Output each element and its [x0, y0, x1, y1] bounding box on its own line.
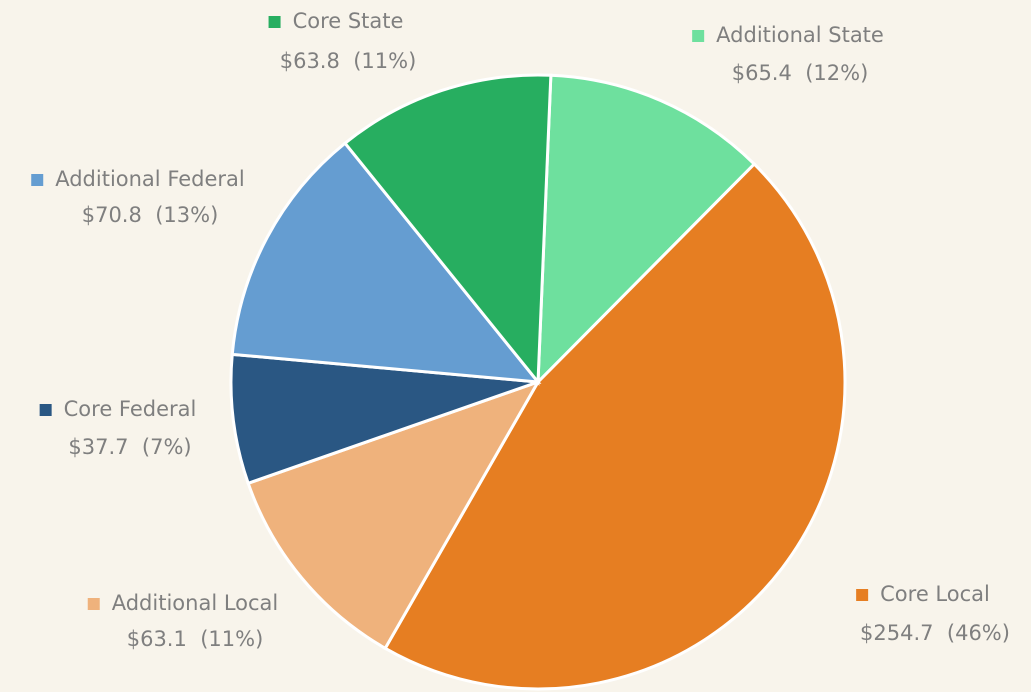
slice-label: Core State	[293, 9, 404, 33]
value-label: $70.8	[82, 203, 142, 227]
slice-value-label: $65.4 (12%)	[732, 61, 869, 85]
value-label: $63.8	[280, 49, 340, 73]
value-label: $254.7	[860, 621, 933, 645]
pie-slice	[230, 141, 542, 384]
pie-slice	[342, 73, 553, 387]
pie-slice	[383, 161, 847, 691]
slice-label: Additional Federal	[55, 167, 245, 191]
pie-slice	[229, 352, 539, 486]
slice-value-label: $254.7 (46%)	[860, 621, 1010, 645]
pie-slice	[246, 379, 542, 651]
value-label: $63.1	[127, 627, 187, 651]
percent-label: (46%)	[947, 621, 1010, 645]
legend-marker	[856, 589, 869, 601]
pie-slice	[536, 73, 757, 386]
spacer	[340, 49, 353, 73]
legend-marker	[87, 598, 100, 610]
legend-marker	[692, 30, 705, 42]
legend-marker	[268, 16, 281, 28]
legend-marker	[31, 174, 44, 186]
value-label: $37.7	[68, 435, 128, 459]
slice-value-label: $37.7 (7%)	[68, 435, 191, 459]
slice-label: Core Federal	[64, 397, 197, 421]
spacer	[142, 203, 155, 227]
slice-value-label: $63.8 (11%)	[280, 49, 417, 73]
slice-label: Core Local	[880, 582, 990, 606]
spacer	[792, 61, 805, 85]
percent-label: (11%)	[353, 49, 416, 73]
value-label: $65.4	[732, 61, 792, 85]
spacer	[129, 435, 142, 459]
percent-label: (13%)	[155, 203, 218, 227]
spacer	[187, 627, 200, 651]
percent-label: (7%)	[142, 435, 192, 459]
percent-label: (11%)	[200, 627, 263, 651]
legend-marker	[39, 404, 52, 416]
slice-label: Additional State	[716, 23, 884, 47]
slice-value-label: $70.8 (13%)	[82, 203, 219, 227]
slice-label: Additional Local	[112, 591, 279, 615]
slice-value-label: $63.1 (11%)	[127, 627, 264, 651]
spacer	[934, 621, 947, 645]
percent-label: (12%)	[805, 61, 868, 85]
